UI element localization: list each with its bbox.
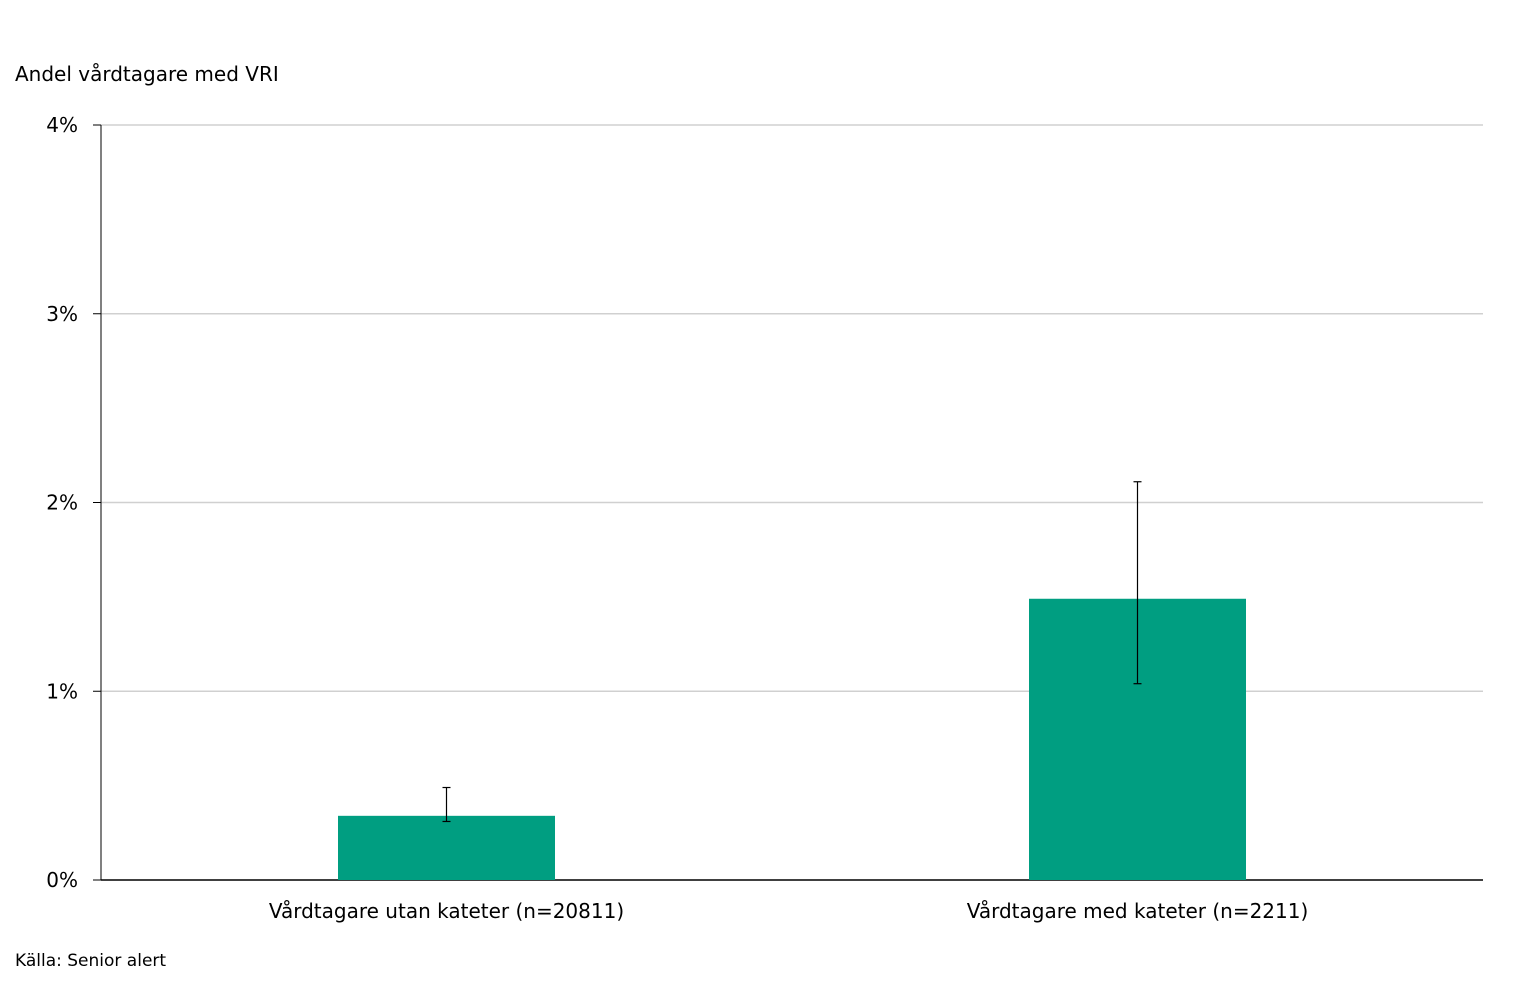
y-tick-label: 3% — [46, 302, 78, 326]
y-tick-label: 2% — [46, 491, 78, 515]
x-tick-label: Vårdtagare med kateter (n=2211) — [967, 899, 1309, 923]
bar — [338, 815, 555, 880]
x-tick-label: Vårdtagare utan kateter (n=20811) — [269, 899, 624, 923]
y-tick-label: 1% — [46, 679, 78, 703]
y-tick-label: 0% — [46, 868, 78, 892]
y-tick-label: 4% — [46, 113, 78, 137]
source-note: Källa: Senior alert — [15, 951, 167, 971]
y-axis-title: Andel vårdtagare med VRI — [15, 62, 279, 86]
